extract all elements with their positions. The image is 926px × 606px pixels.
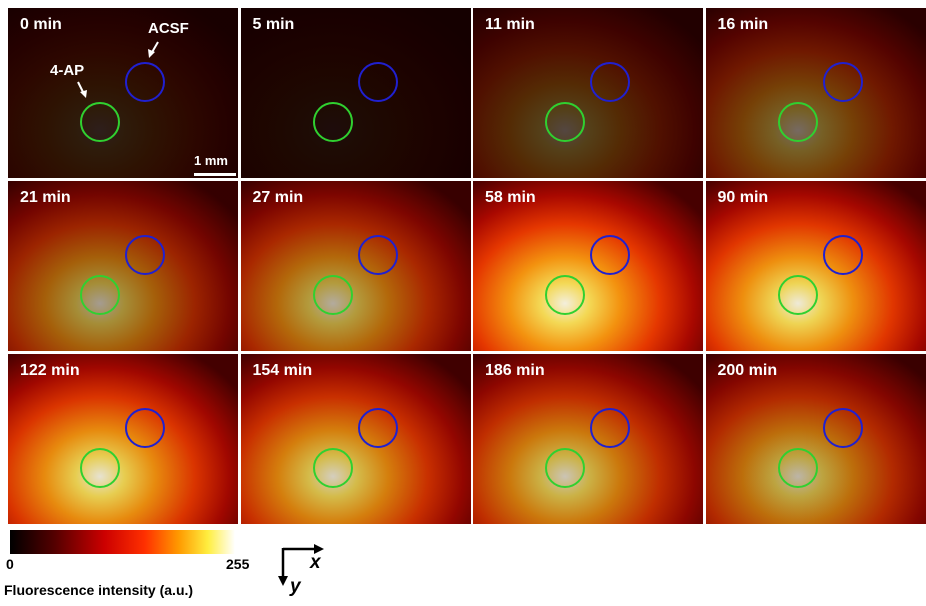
scale-bar xyxy=(194,173,236,176)
time-label: 27 min xyxy=(253,189,304,207)
ap-region xyxy=(80,275,120,315)
acsf-region xyxy=(358,235,398,275)
image-panel: 5 min xyxy=(241,8,471,178)
y-axis-label: y xyxy=(289,576,302,596)
page: 0 minACSF4-AP1 mm 5 min 11 min 16 min 21 min… xyxy=(0,0,926,606)
image-panel: 27 min xyxy=(241,181,471,351)
ap-region xyxy=(313,275,353,315)
acsf-region xyxy=(823,408,863,448)
colorbar-label: Fluorescence intensity (a.u.) xyxy=(4,582,193,598)
ap-region xyxy=(313,102,353,142)
acsf-region xyxy=(590,62,630,102)
colorbar-min: 0 xyxy=(6,556,14,572)
image-panel: 122 min xyxy=(8,354,238,524)
time-label: 122 min xyxy=(20,362,80,380)
axes-indicator: x y xyxy=(276,544,336,596)
acsf-region xyxy=(823,62,863,102)
time-label: 11 min xyxy=(485,16,535,34)
acsf-region xyxy=(125,408,165,448)
time-label: 186 min xyxy=(485,362,545,380)
acsf-region xyxy=(358,408,398,448)
scale-label: 1 mm xyxy=(194,153,228,168)
ap-region xyxy=(80,448,120,488)
image-panel: 11 min xyxy=(473,8,703,178)
image-panel: 186 min xyxy=(473,354,703,524)
image-panel: 154 min xyxy=(241,354,471,524)
ap-region xyxy=(313,448,353,488)
time-label: 154 min xyxy=(253,362,313,380)
ap-region xyxy=(545,448,585,488)
image-panel: 21 min xyxy=(8,181,238,351)
ap-region xyxy=(778,448,818,488)
acsf-region xyxy=(590,408,630,448)
time-label: 16 min xyxy=(718,16,769,34)
time-label: 58 min xyxy=(485,189,536,207)
image-panel: 200 min xyxy=(706,354,926,524)
acsf-region xyxy=(590,235,630,275)
time-label: 5 min xyxy=(253,16,295,34)
ap-region xyxy=(778,275,818,315)
acsf-region xyxy=(823,235,863,275)
ap-region xyxy=(545,275,585,315)
x-axis-label: x xyxy=(309,552,322,573)
colorbar-max: 255 xyxy=(226,556,249,572)
ap-region xyxy=(545,102,585,142)
ap-region xyxy=(778,102,818,142)
image-panel: 16 min xyxy=(706,8,926,178)
acsf-region xyxy=(125,235,165,275)
colorbar xyxy=(10,530,235,554)
time-label: 90 min xyxy=(718,189,769,207)
acsf-region xyxy=(358,62,398,102)
image-panel: 58 min xyxy=(473,181,703,351)
time-label: 21 min xyxy=(20,189,71,207)
image-panel: 90 min xyxy=(706,181,926,351)
time-label: 200 min xyxy=(718,362,778,380)
